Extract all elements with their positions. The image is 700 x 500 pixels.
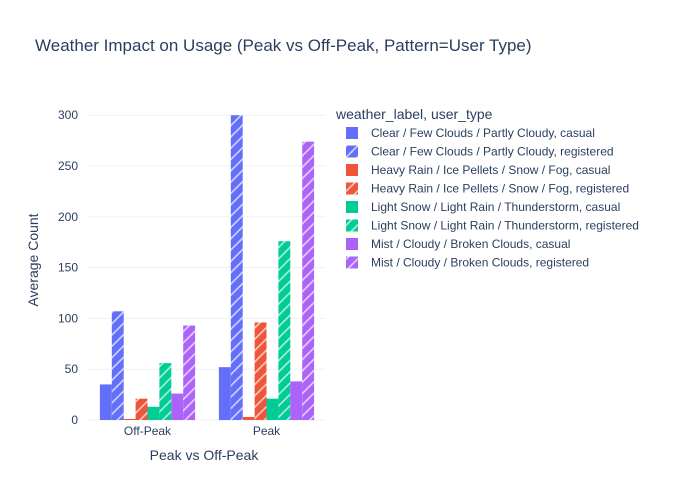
legend-swatch[interactable] — [346, 164, 358, 176]
grid — [88, 114, 326, 421]
legend: weather_label, user_type Clear / Few Clo… — [335, 106, 639, 270]
x-ticks: Off-Peak Peak — [124, 424, 281, 438]
x-axis-title: Peak vs Off-Peak — [150, 447, 260, 463]
bar — [99, 384, 112, 420]
bar — [302, 141, 315, 420]
bar — [230, 115, 243, 421]
legend-swatch[interactable] — [346, 201, 358, 213]
y-tick-label: 50 — [65, 362, 79, 376]
legend-item-label[interactable]: Light Snow / Light Rain / Thunderstorm, … — [371, 219, 639, 233]
legend-item-label[interactable]: Clear / Few Clouds / Partly Cloudy, casu… — [371, 126, 595, 140]
legend-swatch[interactable] — [346, 256, 358, 269]
legend-swatch[interactable] — [346, 182, 358, 195]
y-tick-label: 300 — [58, 108, 78, 122]
bar — [171, 393, 184, 420]
bar — [254, 322, 267, 420]
legend-swatch[interactable] — [346, 219, 358, 232]
legend-item-label[interactable]: Mist / Cloudy / Broken Clouds, registere… — [371, 256, 589, 270]
bar — [290, 381, 303, 420]
y-tick-label: 100 — [58, 311, 78, 325]
legend-item-label[interactable]: Heavy Rain / Ice Pellets / Snow / Fog, r… — [371, 182, 629, 196]
bar — [147, 406, 160, 420]
y-ticks: 0 50 100 150 200 250 300 — [58, 108, 78, 427]
legend-title: weather_label, user_type — [335, 106, 493, 122]
bar — [111, 311, 124, 420]
x-tick-label: Peak — [253, 424, 281, 438]
legend-item-label[interactable]: Light Snow / Light Rain / Thunderstorm, … — [371, 200, 620, 214]
bar — [266, 398, 279, 420]
bar — [183, 325, 196, 420]
y-tick-label: 250 — [58, 159, 78, 173]
legend-item-label[interactable]: Heavy Rain / Ice Pellets / Snow / Fog, c… — [371, 163, 610, 177]
y-axis-title: Average Count — [25, 213, 41, 306]
bar — [135, 398, 148, 420]
bar — [242, 416, 255, 420]
legend-item-label[interactable]: Clear / Few Clouds / Partly Cloudy, regi… — [371, 145, 614, 159]
bar — [159, 363, 172, 420]
legend-item-label[interactable]: Mist / Cloudy / Broken Clouds, casual — [371, 237, 570, 251]
y-tick-label: 0 — [71, 413, 78, 427]
bar — [218, 367, 231, 420]
bars — [99, 115, 315, 421]
y-tick-label: 150 — [58, 261, 78, 275]
chart-title: Weather Impact on Usage (Peak vs Off-Pea… — [35, 36, 532, 55]
legend-swatch[interactable] — [346, 145, 358, 158]
y-tick-label: 200 — [58, 210, 78, 224]
bar — [123, 418, 136, 420]
bar — [278, 241, 291, 420]
legend-swatch[interactable] — [346, 127, 358, 139]
legend-swatch[interactable] — [346, 238, 358, 250]
x-tick-label: Off-Peak — [124, 424, 172, 438]
